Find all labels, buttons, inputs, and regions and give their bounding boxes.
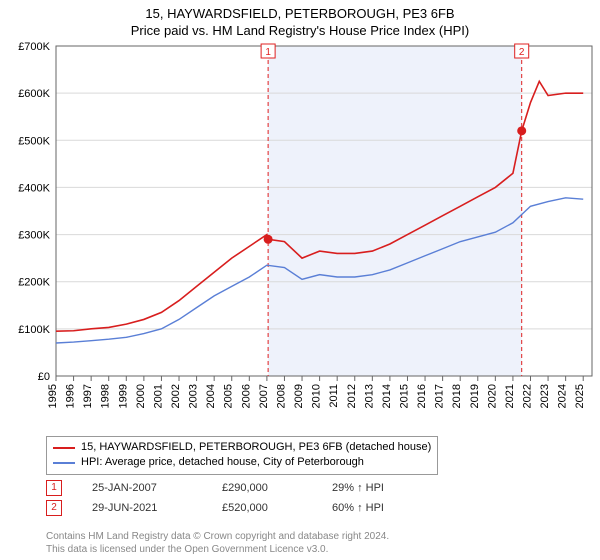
svg-text:2018: 2018 [451, 384, 463, 408]
legend-swatch [53, 447, 75, 449]
svg-text:1998: 1998 [100, 384, 112, 408]
svg-text:2019: 2019 [469, 384, 481, 408]
sale-marker-table: 1 25-JAN-2007 £290,000 29% ↑ HPI 2 29-JU… [46, 480, 422, 520]
svg-text:2014: 2014 [381, 384, 393, 408]
legend-swatch [53, 462, 75, 464]
svg-text:1995: 1995 [47, 384, 59, 408]
marker-price: £290,000 [222, 482, 302, 494]
svg-text:2010: 2010 [311, 384, 323, 408]
marker-date: 29-JUN-2021 [92, 502, 192, 514]
svg-text:2004: 2004 [205, 384, 217, 408]
legend: 15, HAYWARDSFIELD, PETERBOROUGH, PE3 6FB… [46, 436, 438, 475]
svg-text:2012: 2012 [346, 384, 358, 408]
svg-text:1999: 1999 [117, 384, 129, 408]
svg-text:£100K: £100K [18, 324, 50, 336]
svg-text:2008: 2008 [275, 384, 287, 408]
table-row: 1 25-JAN-2007 £290,000 29% ↑ HPI [46, 480, 422, 496]
svg-text:2025: 2025 [574, 384, 586, 408]
svg-text:2: 2 [519, 47, 525, 58]
chart-area: £0 £100K £200K £300K £400K £500K £600K £700K 199… [0, 40, 600, 430]
svg-text:£400K: £400K [18, 182, 50, 194]
marker-badge: 1 [46, 480, 62, 496]
svg-text:2015: 2015 [398, 384, 410, 408]
marker-badge: 2 [46, 500, 62, 516]
svg-text:1997: 1997 [82, 384, 94, 408]
svg-text:£300K: £300K [18, 230, 50, 242]
svg-text:£200K: £200K [18, 277, 50, 289]
svg-text:2016: 2016 [416, 384, 428, 408]
chart-container: 15, HAYWARDSFIELD, PETERBOROUGH, PE3 6FB… [0, 0, 600, 560]
svg-text:£700K: £700K [18, 41, 50, 53]
marker-date: 25-JAN-2007 [92, 482, 192, 494]
marker-pct: 60% ↑ HPI [332, 502, 422, 514]
svg-text:2009: 2009 [293, 384, 305, 408]
line-chart: £0 £100K £200K £300K £400K £500K £600K £700K 199… [0, 40, 600, 430]
svg-text:£500K: £500K [18, 135, 50, 147]
svg-text:2022: 2022 [521, 384, 533, 408]
svg-text:1: 1 [265, 47, 271, 58]
svg-text:2011: 2011 [328, 384, 340, 408]
svg-text:£0: £0 [38, 371, 50, 383]
svg-text:2001: 2001 [152, 384, 164, 408]
svg-text:2002: 2002 [170, 384, 182, 408]
svg-text:2024: 2024 [557, 384, 569, 408]
svg-text:2021: 2021 [504, 384, 516, 408]
svg-text:2006: 2006 [240, 384, 252, 408]
svg-text:2017: 2017 [434, 384, 446, 408]
legend-item: HPI: Average price, detached house, City… [53, 455, 431, 470]
svg-text:2013: 2013 [363, 384, 375, 408]
svg-text:2003: 2003 [188, 384, 200, 408]
svg-text:2020: 2020 [486, 384, 498, 408]
marker-pct: 29% ↑ HPI [332, 482, 422, 494]
svg-text:2023: 2023 [539, 384, 551, 408]
svg-text:2005: 2005 [223, 384, 235, 408]
legend-label: 15, HAYWARDSFIELD, PETERBOROUGH, PE3 6FB… [81, 440, 431, 455]
svg-text:£600K: £600K [18, 88, 50, 100]
legend-label: HPI: Average price, detached house, City… [81, 455, 364, 470]
table-row: 2 29-JUN-2021 £520,000 60% ↑ HPI [46, 500, 422, 516]
marker-price: £520,000 [222, 502, 302, 514]
footnote: Contains HM Land Registry data © Crown c… [46, 530, 389, 556]
svg-text:2000: 2000 [135, 384, 147, 408]
svg-text:2007: 2007 [258, 384, 270, 408]
chart-title: 15, HAYWARDSFIELD, PETERBOROUGH, PE3 6FB [0, 0, 600, 23]
svg-text:1996: 1996 [65, 384, 77, 408]
legend-item: 15, HAYWARDSFIELD, PETERBOROUGH, PE3 6FB… [53, 440, 431, 455]
footnote-line: This data is licensed under the Open Gov… [46, 543, 389, 556]
footnote-line: Contains HM Land Registry data © Crown c… [46, 530, 389, 543]
